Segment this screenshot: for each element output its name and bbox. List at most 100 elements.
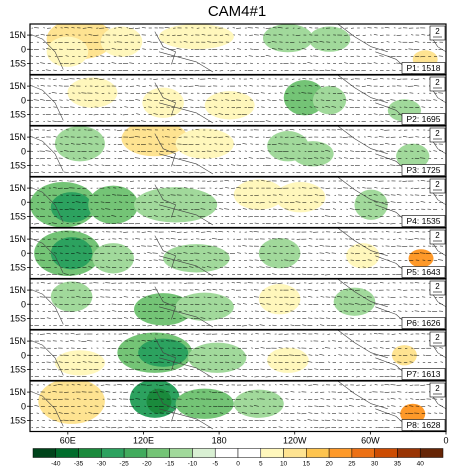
- anomaly-patch: [292, 141, 334, 167]
- colorbar-tick-label: 0: [236, 461, 240, 468]
- lat-label: 0: [21, 95, 26, 105]
- map-panel: 15N 0 15S 2 P3: 1725: [9, 125, 447, 178]
- reference-vector-box: [429, 229, 446, 245]
- coastline: [154, 337, 176, 371]
- coastline: [30, 186, 64, 223]
- anomaly-patch: [308, 26, 351, 52]
- wind-vectors: [30, 230, 444, 276]
- coastline: [30, 339, 64, 376]
- coastline: [154, 82, 176, 116]
- lat-label: 15N: [9, 336, 26, 346]
- lat-label: 15S: [10, 211, 26, 221]
- coastline: [158, 102, 214, 124]
- lat-label: 0: [21, 350, 26, 360]
- wind-vectors: [30, 128, 444, 174]
- lat-label: 15S: [10, 160, 26, 170]
- panel-label: P8: 1628: [406, 420, 440, 430]
- wind-vectors: [30, 282, 444, 327]
- anomaly-patch: [275, 182, 326, 213]
- panel-label: P4: 1535: [406, 216, 440, 226]
- coastline: [158, 204, 214, 226]
- anomaly-patch: [400, 403, 426, 424]
- colorbar-tick-label: 40: [417, 461, 425, 468]
- panel-label-box: [401, 419, 446, 431]
- lat-label: 15N: [9, 30, 26, 40]
- anomaly-patch: [175, 388, 234, 419]
- lat-label: 15N: [9, 234, 26, 244]
- coastline: [337, 177, 388, 206]
- anomaly-patch: [408, 249, 434, 268]
- colorbar-tick-label: -25: [119, 461, 129, 468]
- colorbar-tick-label: 15: [303, 461, 311, 468]
- anomaly-patch: [134, 293, 193, 326]
- lat-label: 15N: [9, 132, 26, 142]
- colorbar-tick-label: -15: [165, 461, 175, 468]
- lon-label: 0: [443, 436, 448, 446]
- colorbar-swatch: [146, 448, 170, 458]
- colorbar-tick-label: 35: [394, 461, 402, 468]
- coastline: [154, 184, 176, 218]
- reference-vector-box: [429, 127, 446, 143]
- colorbar-swatch: [328, 448, 353, 458]
- panel-label: P7: 1613: [406, 369, 440, 379]
- wind-vectors: [30, 384, 444, 429]
- colorbar-swatch: [397, 448, 421, 458]
- map-panel: 15N 0 15S 2 P6: 1626: [9, 278, 447, 331]
- anomaly-patch: [333, 287, 376, 316]
- coastline: [158, 357, 214, 379]
- coastline: [30, 84, 64, 121]
- coastline: [158, 408, 214, 430]
- colorbar-tick-label: 5: [259, 461, 263, 468]
- map-panel: 15N 0 15S 2 P8: 1628: [9, 380, 447, 433]
- reference-vector-label: 2: [435, 231, 440, 240]
- panel-label-box: [401, 62, 446, 74]
- reference-vector-label: 2: [435, 129, 440, 138]
- coastline: [154, 133, 176, 167]
- map-panel: 15N 0 15S 2 P7: 1613: [9, 329, 447, 382]
- reference-vector-label: 2: [435, 78, 440, 87]
- lon-label: 180: [212, 436, 227, 446]
- coastline: [30, 288, 64, 325]
- coastline: [337, 75, 388, 104]
- lat-label: 15N: [9, 285, 26, 295]
- colorbar-swatch: [283, 448, 307, 458]
- panel-label: P6: 1626: [406, 318, 440, 328]
- reference-vector-label: 2: [435, 180, 440, 189]
- lat-label: 0: [21, 146, 26, 156]
- anomaly-patch: [121, 126, 189, 157]
- reference-vector-label: 2: [435, 333, 440, 342]
- lon-label: 60E: [60, 436, 76, 446]
- lat-label: 0: [21, 248, 26, 258]
- map-panel: 15N 0 15S 2 P4: 1535: [9, 176, 447, 229]
- coastline: [337, 381, 388, 410]
- lat-label: 15S: [10, 109, 26, 119]
- anomaly-patch: [258, 284, 301, 315]
- panel-label-box: [401, 215, 446, 227]
- colorbar-tick-label: 30: [371, 461, 379, 468]
- panel-label: P5: 1643: [406, 267, 440, 277]
- lon-label: 120W: [283, 436, 307, 446]
- anomaly-patch: [54, 350, 105, 376]
- colorbar-swatch: [32, 448, 57, 458]
- colorbar-tick-label: 10: [280, 461, 288, 468]
- anomaly-patch: [158, 24, 234, 50]
- wind-vectors: [30, 179, 444, 225]
- coastline: [154, 31, 176, 65]
- colorbar-tick-label: -40: [51, 461, 61, 468]
- anomaly-patch: [142, 87, 184, 118]
- anomaly-patch: [50, 192, 93, 223]
- colorbar-swatch: [351, 448, 375, 458]
- panel-label-box: [401, 113, 446, 125]
- colorbar-tick-label: -35: [74, 461, 84, 468]
- colorbar-swatch: [169, 448, 193, 458]
- coastline: [158, 153, 214, 175]
- lat-label: 15N: [9, 81, 26, 91]
- colorbar-tick-label: -10: [188, 461, 198, 468]
- colorbar-swatch: [306, 448, 330, 458]
- anomaly-patch: [100, 26, 143, 57]
- anomaly-patch: [391, 345, 417, 366]
- lat-label: 15S: [10, 58, 26, 68]
- coastline: [30, 390, 64, 427]
- lon-label: 120E: [133, 436, 154, 446]
- colorbar-tick-label: -20: [142, 461, 152, 468]
